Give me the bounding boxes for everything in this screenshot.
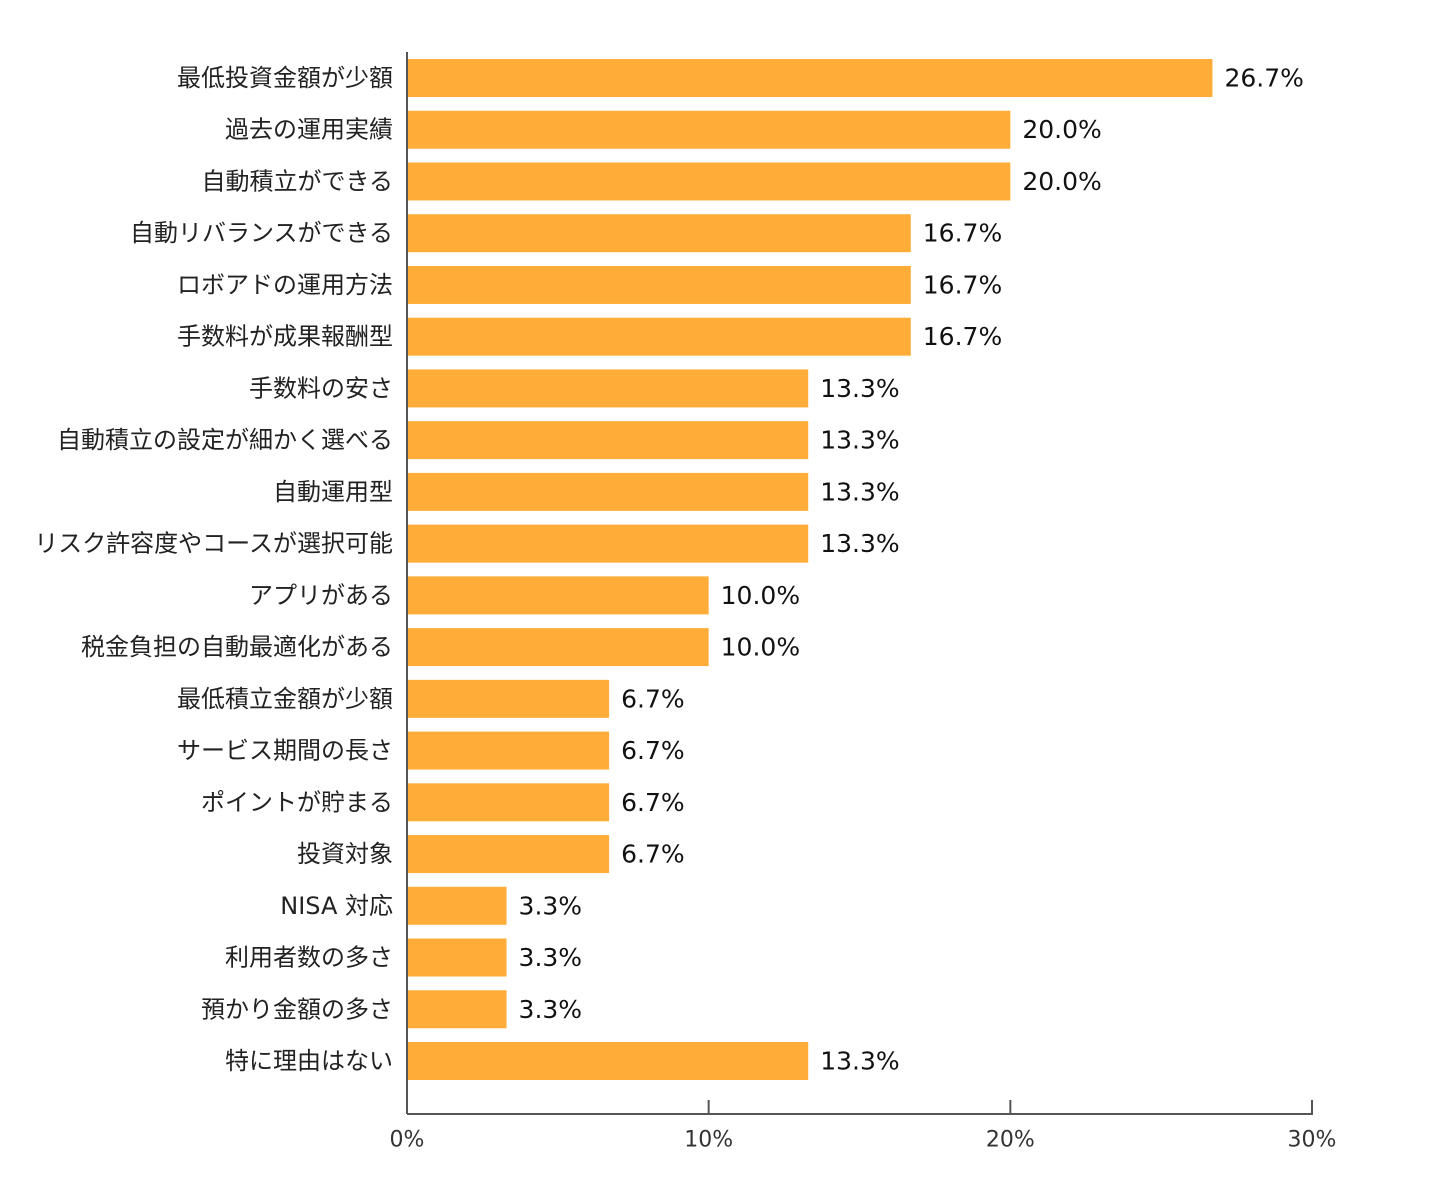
bar-value-label: 13.3% [820,529,899,558]
bar-value-label: 16.7% [923,322,1002,351]
bar-value-label: 26.7% [1224,64,1303,93]
bar [407,1042,809,1080]
category-label: サービス期間の長さ [177,737,393,765]
bar [407,472,809,511]
bar-value-label: 13.3% [820,426,899,455]
category-label: NISA 対応 [280,892,393,920]
bar [407,369,809,408]
category-label: 最低積立金額が少額 [177,685,393,713]
value-labels-group: 26.7% 20.0% 20.0% 16.7% 16.7% 16.7% 13.3% 13.3%… [519,64,1304,1076]
bar-value-label: 20.0% [1022,115,1101,144]
bar [407,162,1011,201]
bar-value-label: 10.0% [721,633,800,662]
bar-value-label: 3.3% [519,891,583,920]
axes-group [406,52,1313,1115]
category-label: ロボアドの運用方法 [177,271,393,299]
bar [407,990,507,1029]
bar [407,628,709,667]
bar-value-label: 16.7% [923,219,1002,248]
bar [407,59,1213,97]
bar [407,576,709,615]
bar-value-label: 6.7% [621,736,685,765]
bar-value-label: 13.3% [820,374,899,403]
bar [407,317,911,356]
bar [407,783,610,822]
category-label: 税金負担の自動最適化がある [81,633,393,661]
category-label: 自動積立の設定が細かく選べる [57,426,393,454]
category-label: 自動運用型 [273,478,393,506]
bar-value-label: 20.0% [1022,167,1101,196]
bar-value-label: 13.3% [820,1047,899,1076]
x-tick-label: 20% [986,1128,1035,1153]
category-label: 特に理由はない [225,1047,393,1075]
category-label: アプリがある [249,581,393,609]
bar-value-label: 3.3% [519,995,583,1024]
bar-value-label: 16.7% [923,270,1002,299]
category-label: 手数料が成果報酬型 [177,323,393,351]
x-ticks-group: 0% 10% 20% 30% [390,1100,1337,1153]
category-label: 投資対象 [297,840,393,868]
category-label: 最低投資金額が少額 [177,64,393,92]
category-label: リスク許容度やコースが選択可能 [34,530,393,558]
bar [407,110,1011,149]
bar-value-label: 6.7% [621,788,685,817]
category-label: 利用者数の多さ [225,944,393,972]
bar [407,679,610,718]
bar [407,421,809,460]
bar [407,524,809,563]
category-label: 自動リバランスができる [130,219,393,247]
bar [407,214,911,253]
bar [407,835,610,874]
bar [407,731,610,770]
bars-group [407,59,1213,1080]
x-tick-label: 0% [390,1128,425,1153]
category-label: 過去の運用実績 [225,116,393,144]
x-tick-label: 30% [1288,1128,1337,1153]
bar-value-label: 13.3% [820,477,899,506]
x-tick-label: 10% [684,1128,733,1153]
bar [407,265,911,304]
category-label: 手数料の安さ [249,374,393,402]
category-labels-group: 最低投資金額が少額過去の運用実績自動積立ができる自動リバランスができるロボアドの… [34,64,393,1075]
category-label: 預かり金額の多さ [201,995,393,1023]
bar-value-label: 10.0% [721,581,800,610]
category-label: ポイントが貯まる [201,788,393,816]
bar-value-label: 6.7% [621,840,685,869]
bar [407,938,507,977]
bar-value-label: 3.3% [519,943,583,972]
bar-value-label: 6.7% [621,684,685,713]
category-label: 自動積立ができる [201,167,393,195]
bar [407,886,507,925]
